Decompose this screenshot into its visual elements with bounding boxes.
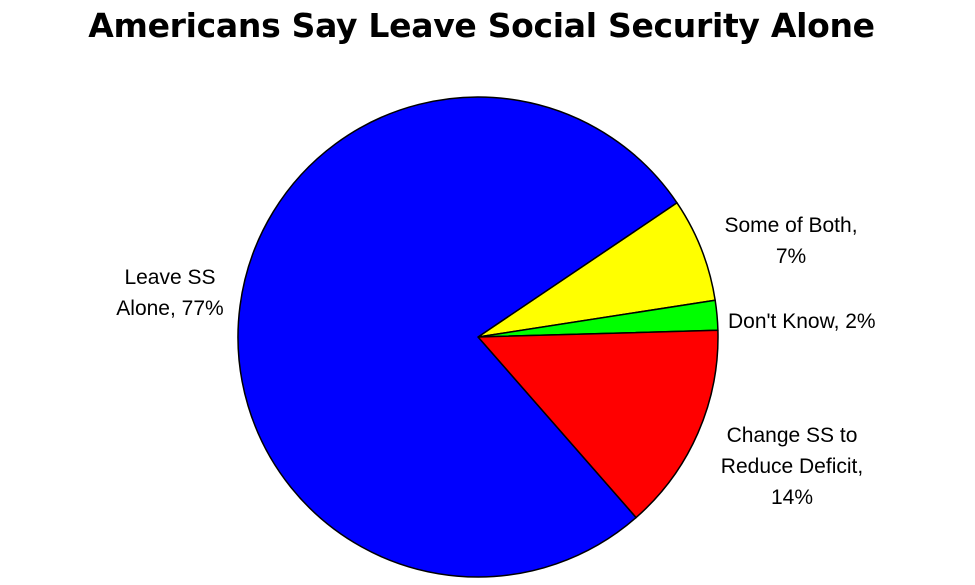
slice-label-line: Leave SS <box>124 266 215 289</box>
chart-title: Americans Say Leave Social Security Alon… <box>88 6 875 45</box>
slice-label-some-of-both: Some of Both, 7% <box>724 214 857 268</box>
slice-label-line: Reduce Deficit, <box>721 455 863 478</box>
pie-slices <box>237 96 719 578</box>
slice-label-don-t-know-2: Don't Know, 2% <box>728 310 876 333</box>
slice-label-line: 7% <box>776 245 806 268</box>
slice-label-line: 14% <box>771 486 813 509</box>
slice-label-line: Some of Both, <box>724 214 857 237</box>
slice-label-line: Change SS to <box>727 424 858 447</box>
pie-slice-change-ss-to <box>477 329 719 519</box>
pie-slice-some-of-both <box>477 202 716 338</box>
slice-label-leave-ss: Leave SS Alone, 77% <box>116 266 223 320</box>
pie-slice-leave-ss <box>237 96 678 578</box>
pie-labels: Some of Both, 7% Don't Know, 2% Change SS t… <box>116 214 875 509</box>
slice-label-change-ss-to: Change SS to Reduce Deficit, 14% <box>721 424 863 509</box>
slice-label-line: Don't Know, 2% <box>728 310 876 333</box>
slice-label-line: Alone, 77% <box>116 297 223 320</box>
